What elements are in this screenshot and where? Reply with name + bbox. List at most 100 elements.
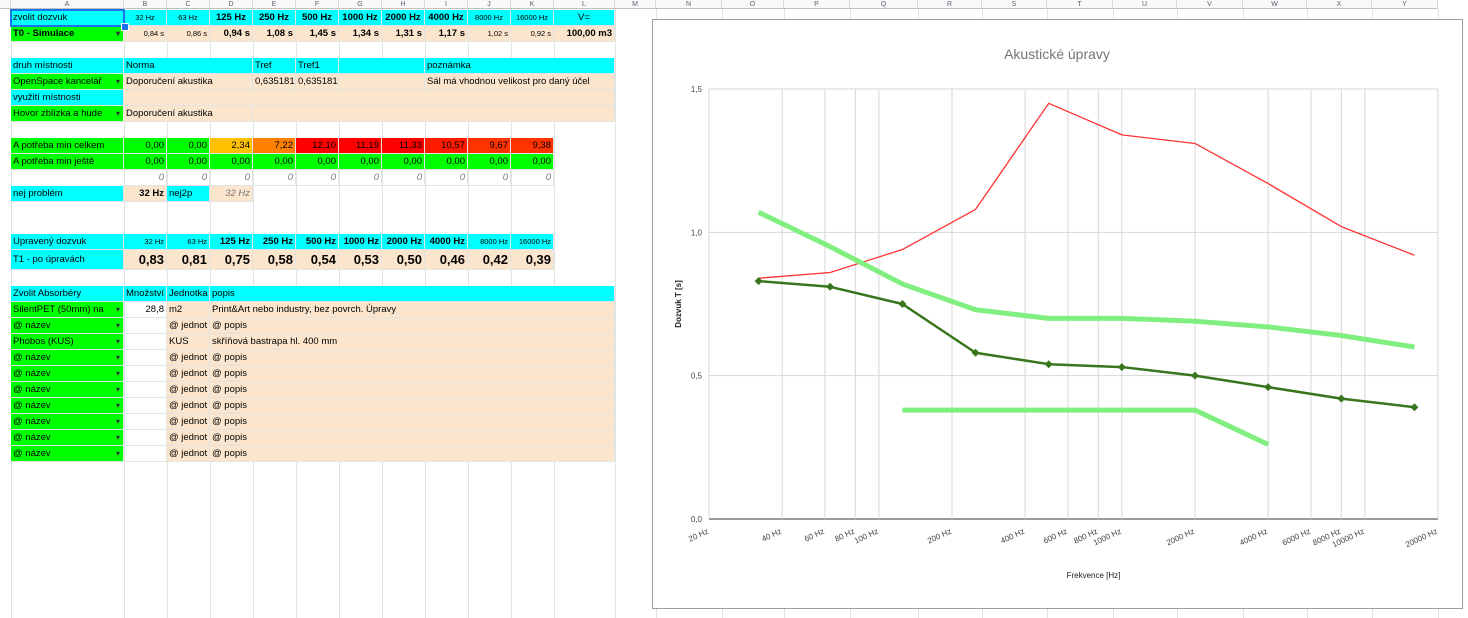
- need-more-cell[interactable]: 0,00: [124, 154, 167, 170]
- usage-norm[interactable]: Doporučení akustika: [124, 106, 253, 122]
- zero-cell[interactable]: 0: [167, 170, 210, 186]
- t1-value-cell[interactable]: 0,81: [167, 250, 210, 270]
- need-more-cell[interactable]: 0,00: [468, 154, 511, 170]
- problem-value[interactable]: 32 Hz: [124, 186, 167, 202]
- absorber-dropdown[interactable]: @ název: [11, 366, 124, 382]
- adjusted-header-label[interactable]: Upravený dozvuk: [11, 234, 124, 250]
- adjusted-freq-cell[interactable]: 1000 Hz: [339, 234, 382, 250]
- absorber-quantity[interactable]: [124, 398, 167, 414]
- absorber-description[interactable]: @ popis: [210, 318, 615, 334]
- absorber-unit[interactable]: @ jednot: [167, 382, 210, 398]
- column-header-y[interactable]: Y: [1372, 0, 1438, 9]
- need-more-cell[interactable]: 0,00: [253, 154, 296, 170]
- absorber-unit[interactable]: @ jednot: [167, 350, 210, 366]
- absorber-description[interactable]: @ popis: [210, 446, 615, 462]
- absorber-unit[interactable]: m2: [167, 302, 210, 318]
- zero-cell[interactable]: 0: [296, 170, 339, 186]
- freq-header-cell[interactable]: 63 Hz: [167, 10, 210, 26]
- need-more-cell[interactable]: 0,00: [167, 154, 210, 170]
- adjusted-freq-cell[interactable]: 4000 Hz: [425, 234, 468, 250]
- sim-value-cell[interactable]: 0,94 s: [210, 26, 253, 42]
- column-header-j[interactable]: J: [468, 0, 511, 9]
- column-header-l[interactable]: L: [554, 0, 615, 9]
- chart-acoustic[interactable]: Akustické úpravy 0,0 0,5 1,0 1,5 20 Hz 40 Hz 60…: [652, 19, 1463, 609]
- absorber-quantity[interactable]: [124, 382, 167, 398]
- need-total-cell[interactable]: 11,19: [339, 138, 382, 154]
- sim-value-cell[interactable]: 0,86 s: [167, 26, 210, 42]
- adjusted-freq-cell[interactable]: 2000 Hz: [382, 234, 425, 250]
- simulation-dropdown[interactable]: T0 - Simulace: [11, 26, 124, 42]
- quantity-header[interactable]: Množství: [124, 286, 167, 302]
- absorber-quantity[interactable]: [124, 446, 167, 462]
- absorber-dropdown[interactable]: @ název: [11, 446, 124, 462]
- absorber-unit[interactable]: @ jednot: [167, 430, 210, 446]
- zero-cell[interactable]: 0: [511, 170, 554, 186]
- absorber-dropdown[interactable]: SilentPET (50mm) na: [11, 302, 124, 318]
- absorber-quantity[interactable]: [124, 318, 167, 334]
- usage-dropdown[interactable]: Hovor zblízka a hude: [11, 106, 124, 122]
- room-type-header[interactable]: druh místnosti: [11, 58, 124, 74]
- t1-value-cell[interactable]: 0,50: [382, 250, 425, 270]
- fill-handle[interactable]: [121, 23, 129, 31]
- freq-header-cell[interactable]: 16000 Hz: [511, 10, 554, 26]
- t1-value-cell[interactable]: 0,42: [468, 250, 511, 270]
- adjusted-freq-cell[interactable]: 500 Hz: [296, 234, 339, 250]
- zero-cell[interactable]: 0: [382, 170, 425, 186]
- description-header[interactable]: popis: [210, 286, 615, 302]
- t1-value-cell[interactable]: 0,39: [511, 250, 554, 270]
- note-value[interactable]: Sál má vhodnou velikost pro daný účel: [425, 74, 615, 90]
- need-total-cell[interactable]: 10,57: [425, 138, 468, 154]
- need-total-cell[interactable]: 0,00: [124, 138, 167, 154]
- sim-value-cell[interactable]: 0,92 s: [511, 26, 554, 42]
- column-header-q[interactable]: Q: [850, 0, 918, 9]
- absorber-dropdown[interactable]: @ název: [11, 382, 124, 398]
- freq-header-cell[interactable]: 8000 Hz: [468, 10, 511, 26]
- zero-cell[interactable]: 0: [339, 170, 382, 186]
- need-total-cell[interactable]: 2,34: [210, 138, 253, 154]
- problem2-label[interactable]: nej2p: [167, 186, 210, 202]
- need-total-cell[interactable]: 12,10: [296, 138, 339, 154]
- absorber-quantity[interactable]: [124, 430, 167, 446]
- adjusted-freq-cell[interactable]: 63 Hz: [167, 234, 210, 250]
- absorber-description[interactable]: @ popis: [210, 382, 615, 398]
- column-header-h[interactable]: H: [382, 0, 425, 9]
- absorber-quantity[interactable]: 28,8: [124, 302, 167, 318]
- need-more-cell[interactable]: 0,00: [425, 154, 468, 170]
- column-header-x[interactable]: X: [1307, 0, 1372, 9]
- absorber-unit[interactable]: @ jednot: [167, 446, 210, 462]
- problem2-value[interactable]: 32 Hz: [210, 186, 253, 202]
- absorber-quantity[interactable]: [124, 414, 167, 430]
- freq-header-cell[interactable]: 125 Hz: [210, 10, 253, 26]
- column-header-i[interactable]: I: [425, 0, 468, 9]
- absorber-description[interactable]: @ popis: [210, 350, 615, 366]
- usage-label[interactable]: využití místnosti: [11, 90, 124, 106]
- column-header-s[interactable]: S: [982, 0, 1047, 9]
- column-header-r[interactable]: R: [918, 0, 982, 9]
- column-header-a[interactable]: A: [11, 0, 124, 9]
- column-header-n[interactable]: N: [656, 0, 722, 9]
- absorber-unit[interactable]: @ jednot: [167, 398, 210, 414]
- zero-cell[interactable]: 0: [124, 170, 167, 186]
- freq-header-cell[interactable]: 500 Hz: [296, 10, 339, 26]
- absorber-description[interactable]: @ popis: [210, 414, 615, 430]
- t1-value-cell[interactable]: 0,75: [210, 250, 253, 270]
- column-header-v[interactable]: V: [1177, 0, 1243, 9]
- absorber-unit[interactable]: @ jednot: [167, 414, 210, 430]
- column-header-u[interactable]: U: [1113, 0, 1177, 9]
- t1-value-cell[interactable]: 0,53: [339, 250, 382, 270]
- column-header-g[interactable]: G: [339, 0, 382, 9]
- absorber-description[interactable]: skříňová bastrapa hl. 400 mm: [210, 334, 615, 350]
- sim-value-cell[interactable]: 0,84 s: [124, 26, 167, 42]
- absorber-dropdown[interactable]: @ název: [11, 430, 124, 446]
- t1-value-cell[interactable]: 0,46: [425, 250, 468, 270]
- need-more-cell[interactable]: 0,00: [210, 154, 253, 170]
- absorber-unit[interactable]: @ jednot: [167, 318, 210, 334]
- corner-header[interactable]: [0, 0, 11, 9]
- dozvuk-select-label[interactable]: zvolit dozvuk: [11, 10, 124, 26]
- sim-value-cell[interactable]: 1,45 s: [296, 26, 339, 42]
- column-header-m[interactable]: M: [615, 0, 656, 9]
- column-header-w[interactable]: W: [1243, 0, 1307, 9]
- adjusted-freq-cell[interactable]: 8000 Hz: [468, 234, 511, 250]
- tref1-value[interactable]: 0,635181: [296, 74, 339, 90]
